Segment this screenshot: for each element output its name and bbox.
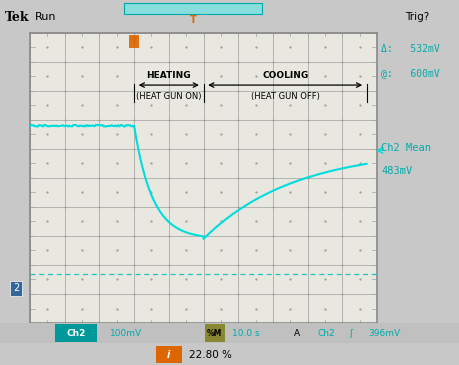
Text: Ch2: Ch2	[317, 328, 334, 338]
Text: T: T	[190, 15, 196, 25]
Bar	[156, 346, 181, 363]
Text: Ch2: Ch2	[66, 328, 85, 338]
Text: Run: Run	[34, 12, 56, 22]
Bar	[204, 324, 225, 342]
Text: 2: 2	[13, 283, 19, 293]
Text: HEATING: HEATING	[146, 71, 191, 80]
Text: 100mV: 100mV	[110, 328, 142, 338]
Text: (HEAT GUN ON): (HEAT GUN ON)	[136, 92, 201, 101]
Text: %M: %M	[207, 328, 222, 338]
Text: COOLING: COOLING	[262, 71, 308, 80]
Text: (HEAT GUN OFF): (HEAT GUN OFF)	[250, 92, 319, 101]
Text: A: A	[294, 328, 300, 338]
Bar	[0, 323, 459, 343]
Text: Tek: Tek	[5, 11, 29, 24]
Text: i: i	[167, 350, 170, 360]
Text: 22.80 %: 22.80 %	[188, 350, 231, 360]
Text: Trig?: Trig?	[404, 12, 428, 22]
Text: ʃ: ʃ	[349, 328, 352, 338]
Text: T: T	[130, 36, 137, 47]
Text: 483mV: 483mV	[381, 166, 412, 176]
Text: 10.0 s: 10.0 s	[232, 328, 259, 338]
Bar	[55, 324, 96, 342]
Text: @:   600mV: @: 600mV	[381, 68, 439, 78]
Text: 396mV: 396mV	[367, 328, 399, 338]
Bar	[124, 3, 262, 14]
Text: Ch2 Mean: Ch2 Mean	[381, 143, 430, 153]
Text: Δ:   532mV: Δ: 532mV	[381, 45, 439, 54]
